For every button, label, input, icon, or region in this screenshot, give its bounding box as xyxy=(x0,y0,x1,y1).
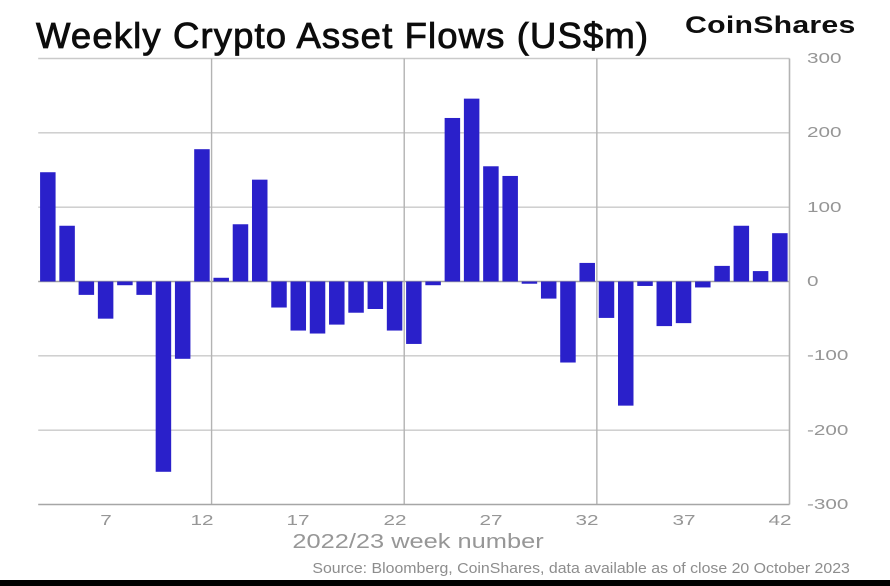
x-tick-label-7: 7 xyxy=(99,512,112,529)
bar-week-24 xyxy=(425,281,441,286)
bar-week-31 xyxy=(560,281,576,363)
bar-week-27 xyxy=(483,166,499,282)
bar-week-26 xyxy=(463,98,480,282)
bar-week-29 xyxy=(521,281,538,284)
x-tick-label-42: 42 xyxy=(768,512,792,529)
coinshares-logo: CoinShares xyxy=(685,12,856,39)
y-tick-label--200: -200 xyxy=(807,421,849,439)
x-tick-label-37: 37 xyxy=(672,512,696,529)
x-tick-label-32: 32 xyxy=(575,512,599,529)
y-tick-label-0: 0 xyxy=(807,273,819,290)
bar-week-22 xyxy=(386,281,403,331)
bar-week-9 xyxy=(136,281,152,295)
bar-week-8 xyxy=(117,281,133,286)
x-tick-label-22: 22 xyxy=(383,512,407,529)
y-tick-label-200: 200 xyxy=(807,124,842,142)
bar-week-4 xyxy=(40,172,56,282)
bar-week-25 xyxy=(444,117,461,282)
bar-week-17 xyxy=(290,281,307,331)
bar-week-12 xyxy=(194,149,210,282)
y-tick-label--100: -100 xyxy=(807,347,849,365)
bar-week-23 xyxy=(406,281,422,344)
y-tick-label-100: 100 xyxy=(807,198,842,216)
bar-week-20 xyxy=(348,281,364,313)
chart-title: Weekly Crypto Asset Flows (US$m) xyxy=(36,14,650,56)
bar-week-6 xyxy=(78,281,95,295)
bar-week-19 xyxy=(329,281,345,325)
footer-black-bar xyxy=(0,580,890,586)
source-note: Source: Bloomberg, CoinShares, data avai… xyxy=(312,561,850,577)
bar-week-37 xyxy=(675,281,692,324)
bar-week-32 xyxy=(579,262,595,282)
bar-week-38 xyxy=(695,281,711,288)
bar-week-35 xyxy=(637,281,653,286)
bar-week-28 xyxy=(502,175,518,282)
bar-week-11 xyxy=(174,281,191,359)
bar-week-18 xyxy=(309,281,326,334)
bar-week-15 xyxy=(251,179,268,282)
bar-week-39 xyxy=(714,265,730,282)
bar-week-7 xyxy=(97,281,114,319)
x-tick-label-17: 17 xyxy=(286,512,310,529)
bar-week-13 xyxy=(213,277,229,282)
bar-week-21 xyxy=(367,281,384,309)
bar-week-5 xyxy=(59,225,75,282)
y-tick-label--300: -300 xyxy=(807,496,849,513)
bar-week-33 xyxy=(598,281,615,318)
bar-week-42 xyxy=(772,233,788,282)
bar-week-30 xyxy=(540,281,557,299)
x-axis-title: 2022/23 week number xyxy=(292,531,544,553)
bar-week-14 xyxy=(232,224,249,282)
y-tick-label-300: 300 xyxy=(807,50,842,67)
bar-week-16 xyxy=(271,281,287,308)
bar-week-40 xyxy=(733,225,750,282)
bar-week-10 xyxy=(155,281,172,472)
x-tick-label-12: 12 xyxy=(190,512,214,529)
bar-week-36 xyxy=(656,281,673,327)
x-tick-label-27: 27 xyxy=(479,512,503,529)
bar-week-34 xyxy=(618,281,634,406)
bar-week-41 xyxy=(752,271,769,282)
